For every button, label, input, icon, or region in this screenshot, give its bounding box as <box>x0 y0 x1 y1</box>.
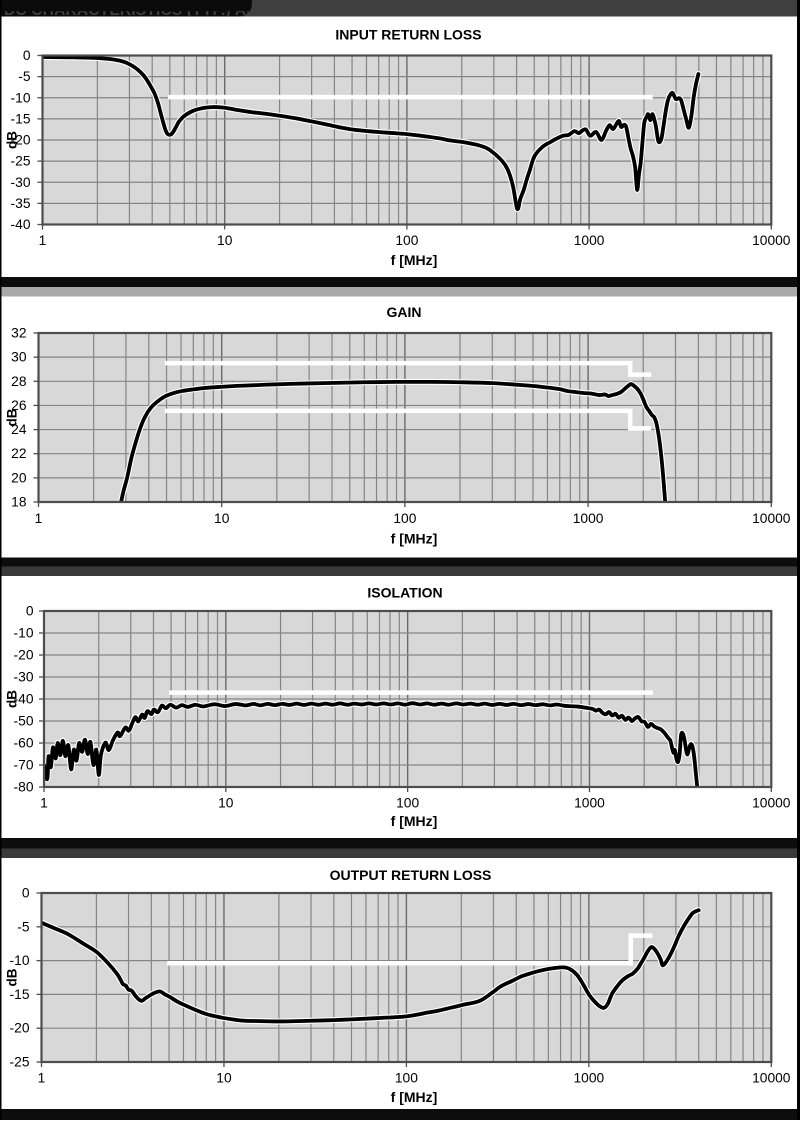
svg-text:10000: 10000 <box>752 233 791 248</box>
svg-text:-70: -70 <box>14 758 34 773</box>
svg-text:32: 32 <box>11 326 26 341</box>
svg-text:0: 0 <box>23 48 31 63</box>
svg-text:dB: dB <box>5 690 20 708</box>
svg-text:1: 1 <box>35 511 43 526</box>
svg-text:-25: -25 <box>11 154 31 169</box>
svg-text:100: 100 <box>393 511 416 526</box>
svg-text:-80: -80 <box>14 780 34 795</box>
svg-text:22: 22 <box>11 446 26 461</box>
svg-text:OUTPUT RETURN LOSS: OUTPUT RETURN LOSS <box>330 867 492 883</box>
svg-text:dB: dB <box>5 968 20 986</box>
svg-text:10000: 10000 <box>752 796 791 811</box>
svg-text:0: 0 <box>26 604 34 619</box>
svg-text:f [MHz]: f [MHz] <box>391 813 438 829</box>
svg-text:INPUT RETURN LOSS: INPUT RETURN LOSS <box>335 27 481 43</box>
svg-text:24: 24 <box>11 422 27 437</box>
svg-text:20: 20 <box>11 470 27 485</box>
svg-text:-30: -30 <box>11 175 31 190</box>
svg-text:-20: -20 <box>14 648 34 663</box>
svg-text:10: 10 <box>214 511 230 526</box>
svg-text:26: 26 <box>11 398 27 413</box>
svg-text:10: 10 <box>216 1071 232 1086</box>
svg-text:-15: -15 <box>11 111 31 126</box>
svg-text:10: 10 <box>217 233 233 248</box>
svg-text:-60: -60 <box>14 736 34 751</box>
svg-text:f [MHz]: f [MHz] <box>391 252 438 268</box>
svg-text:100: 100 <box>395 233 418 248</box>
svg-text:-10: -10 <box>14 626 34 641</box>
svg-text:28: 28 <box>11 374 27 389</box>
svg-text:-10: -10 <box>10 953 30 968</box>
svg-text:-10: -10 <box>11 90 31 105</box>
svg-text:GAIN: GAIN <box>387 304 422 320</box>
svg-text:100: 100 <box>395 1071 418 1086</box>
svg-text:10000: 10000 <box>752 511 791 526</box>
svg-text:-15: -15 <box>10 987 30 1002</box>
svg-text:f [MHz]: f [MHz] <box>391 531 438 547</box>
svg-text:18: 18 <box>11 495 27 510</box>
svg-text:-20: -20 <box>11 133 31 148</box>
svg-text:dB: dB <box>5 131 20 149</box>
svg-text:100: 100 <box>396 796 419 811</box>
svg-text:-40: -40 <box>11 217 31 232</box>
svg-text:DC CHARACTERISTICS (TYP.) AND: DC CHARACTERISTICS (TYP.) AND FREQ RE <box>4 2 344 19</box>
svg-text:1000: 1000 <box>573 1071 604 1086</box>
svg-text:-25: -25 <box>10 1055 30 1070</box>
svg-text:-50: -50 <box>14 714 34 729</box>
svg-text:-30: -30 <box>14 670 34 685</box>
svg-text:-35: -35 <box>11 196 31 211</box>
svg-text:1000: 1000 <box>574 233 605 248</box>
svg-text:1: 1 <box>39 233 47 248</box>
svg-text:ISOLATION: ISOLATION <box>367 585 442 601</box>
svg-text:1: 1 <box>40 796 48 811</box>
svg-text:-40: -40 <box>14 692 34 707</box>
svg-text:1: 1 <box>38 1071 46 1086</box>
svg-text:0: 0 <box>22 886 30 901</box>
svg-text:10000: 10000 <box>752 1071 791 1086</box>
svg-text:10: 10 <box>218 796 234 811</box>
svg-text:f [MHz]: f [MHz] <box>391 1089 438 1105</box>
svg-text:1000: 1000 <box>573 511 604 526</box>
svg-text:1000: 1000 <box>574 796 605 811</box>
svg-text:30: 30 <box>11 350 27 365</box>
svg-text:-5: -5 <box>18 69 31 84</box>
svg-text:-20: -20 <box>10 1021 30 1036</box>
svg-text:-5: -5 <box>17 919 30 934</box>
svg-text:dB: dB <box>5 408 20 426</box>
